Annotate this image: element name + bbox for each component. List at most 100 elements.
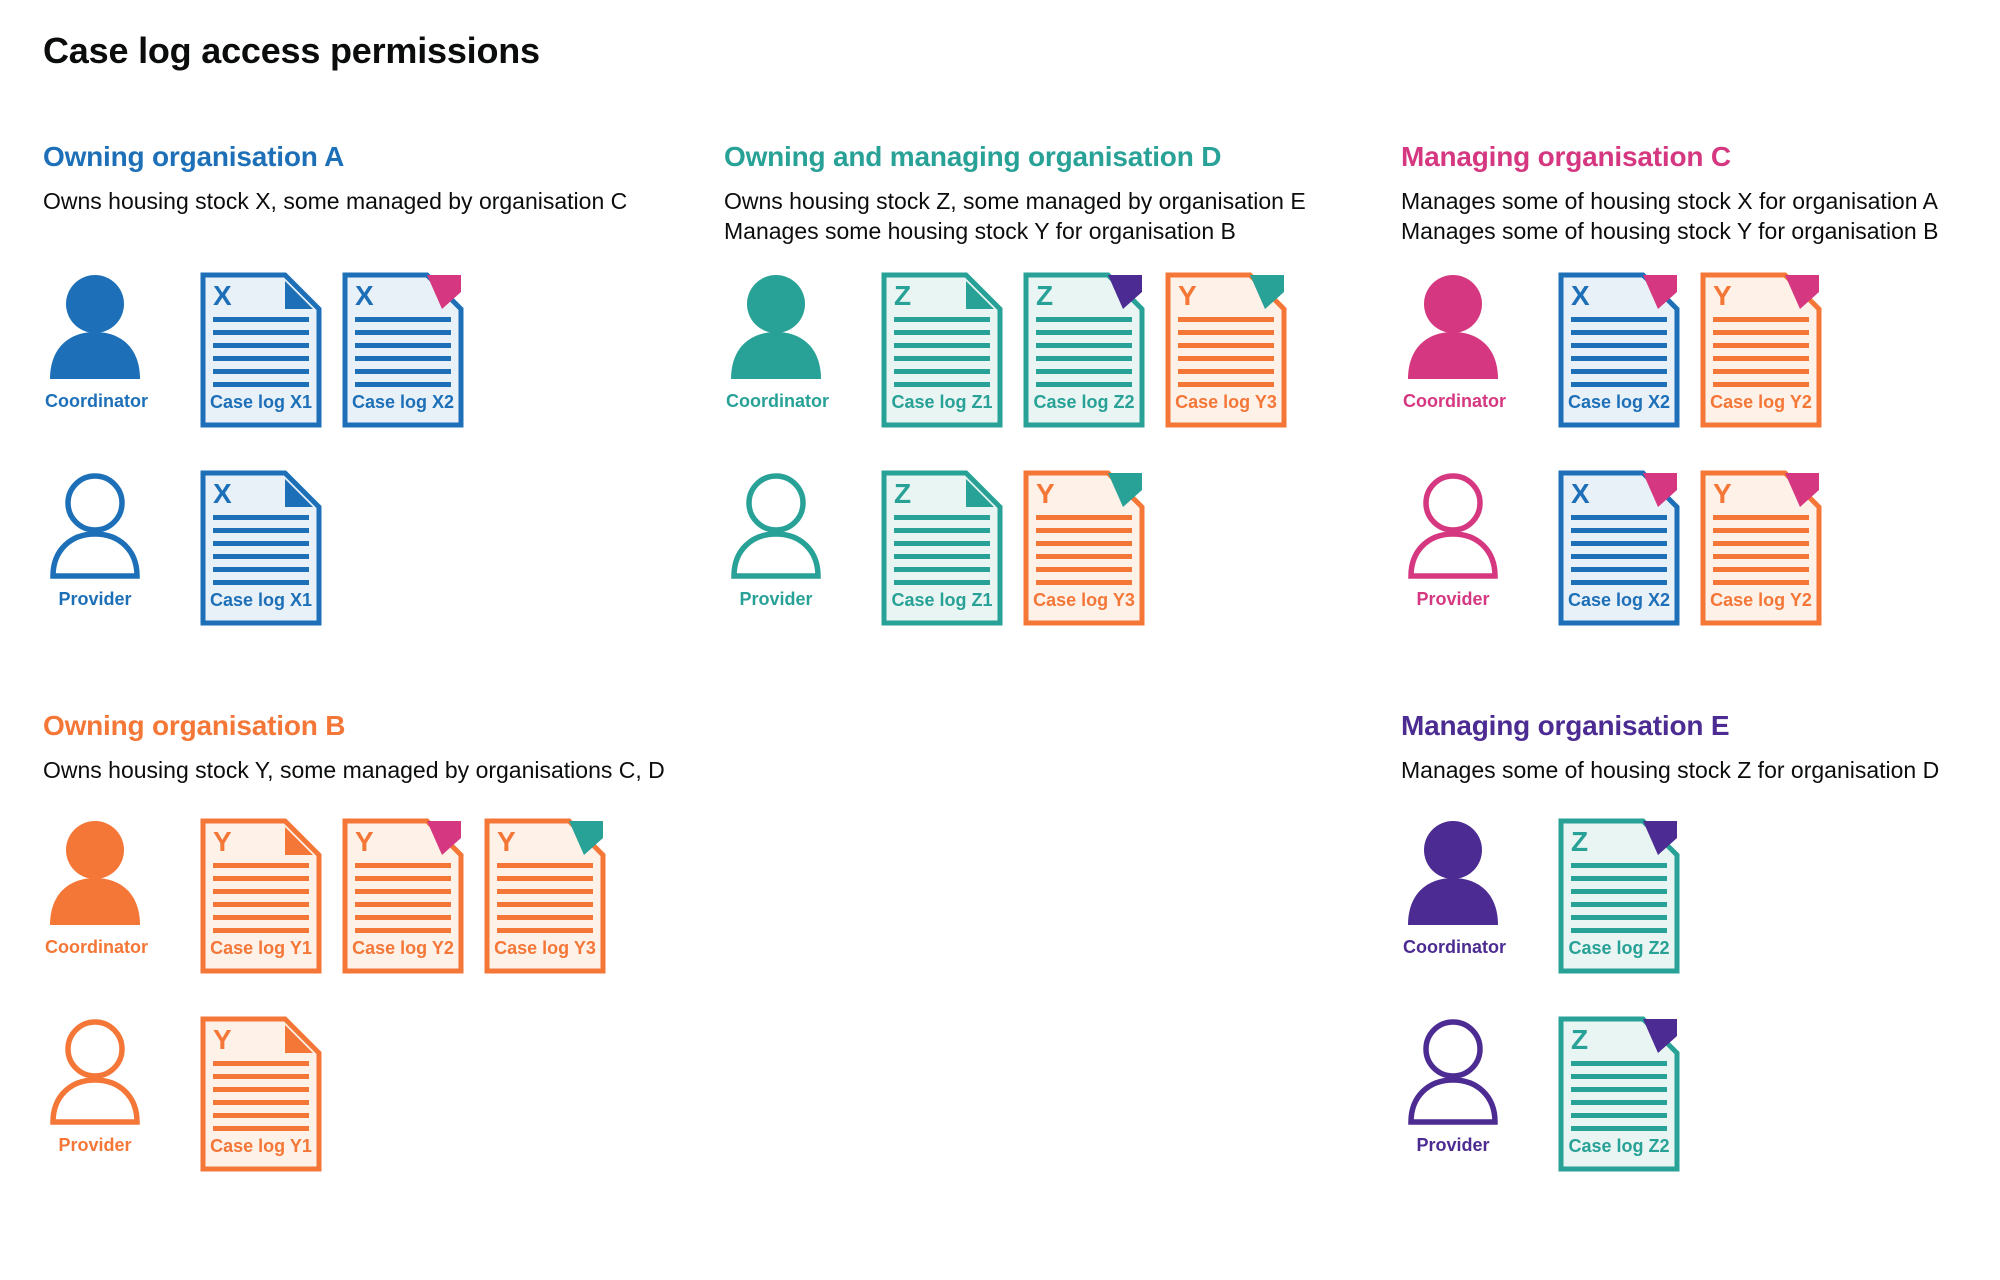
- doc-text-line: [1571, 1113, 1667, 1118]
- provider-icon: [50, 473, 140, 579]
- doc-text-line: [1571, 1100, 1667, 1105]
- case-log-document: Y Case log Y3: [484, 818, 606, 974]
- doc-text-line: [213, 1074, 309, 1079]
- doc-text-line: [1036, 317, 1132, 322]
- doc-text-line: [894, 515, 990, 520]
- doc-text-line: [1036, 554, 1132, 559]
- case-log-document-icon: X Case log X1: [200, 272, 322, 428]
- doc-text-line: [894, 567, 990, 572]
- doc-page: [1700, 470, 1822, 626]
- person-body: [1408, 878, 1498, 925]
- case-log-document-icon: Z Case log Z1: [881, 470, 1003, 626]
- person-role-label: Coordinator: [1403, 391, 1506, 411]
- doc-label: Case log Z2: [1033, 392, 1134, 412]
- coordinator-block: Coordinator: [726, 274, 829, 412]
- doc-text-line: [213, 1126, 309, 1131]
- doc-text-line: [1713, 515, 1809, 520]
- doc-text-line: [1713, 554, 1809, 559]
- doc-text-line: [1571, 554, 1667, 559]
- provider-icon: [50, 1019, 140, 1125]
- person-head: [65, 1019, 125, 1079]
- doc-text-line: [894, 369, 990, 374]
- doc-text-line: [1036, 515, 1132, 520]
- coordinator-icon: [731, 275, 821, 379]
- doc-text-line: [355, 928, 451, 933]
- doc-text-line: [1571, 1126, 1667, 1131]
- section-title: Owning and managing organisation D: [724, 141, 1222, 172]
- section-owning-organisation-b: Owning organisation B Owns housing stock …: [43, 709, 703, 1172]
- doc-text-line: [1571, 863, 1667, 868]
- person-body: [50, 1077, 140, 1125]
- doc-text-line: [1571, 902, 1667, 907]
- doc-stock-letter: Z: [894, 478, 911, 509]
- page-title: Case log access permissions: [43, 30, 540, 71]
- doc-text-line: [1571, 330, 1667, 335]
- folded-corner: [966, 479, 994, 507]
- section-subtitle-line: Owns housing stock Y, some managed by or…: [43, 757, 665, 783]
- case-log-documents: X Case log X2 Y Case log Y2: [1558, 272, 1822, 428]
- row-coordinator: Coordinator X Case log X1 X Case log X2: [43, 272, 464, 428]
- doc-text-line: [1036, 356, 1132, 361]
- section-subtitle-line: Owns housing stock Z, some managed by or…: [724, 188, 1306, 214]
- case-log-document: X Case log X2: [1558, 272, 1680, 428]
- doc-text-line: [894, 330, 990, 335]
- doc-text-line: [355, 343, 451, 348]
- case-log-document: X Case log X1: [200, 470, 322, 626]
- case-log-documents: Z Case log Z2: [1558, 818, 1680, 974]
- case-log-document: Y Case log Y1: [200, 818, 322, 974]
- doc-text-line: [1571, 317, 1667, 322]
- person-role-label: Provider: [1416, 589, 1490, 609]
- doc-text-line: [1713, 369, 1809, 374]
- folded-corner: [285, 1025, 313, 1053]
- case-log-document: X Case log X2: [1558, 470, 1680, 626]
- doc-stock-letter: Y: [213, 1024, 232, 1055]
- doc-text-line: [355, 902, 451, 907]
- row-provider: Provider Z Case log Z1 Y Case log Y3: [724, 470, 1287, 626]
- section-title: Managing organisation E: [1401, 710, 1730, 741]
- person-role-label: Coordinator: [726, 391, 829, 411]
- person-role-label: Coordinator: [45, 937, 148, 957]
- permission-rows: Coordinator Y Case log Y1 Y Case log Y2 Y Case…: [43, 818, 606, 1214]
- doc-page: [1165, 272, 1287, 428]
- doc-text-line: [497, 876, 593, 881]
- case-log-document-icon: Y Case log Y2: [342, 818, 464, 974]
- doc-text-line: [1571, 928, 1667, 933]
- folded-corner: [966, 281, 994, 309]
- doc-stock-letter: Z: [894, 280, 911, 311]
- case-log-document: Z Case log Z1: [881, 272, 1003, 428]
- folded-corner: [285, 281, 313, 309]
- case-log-document-icon: Y Case log Y2: [1700, 470, 1822, 626]
- case-log-documents: Y Case log Y1: [200, 1016, 322, 1172]
- case-log-document: Z Case log Z2: [1023, 272, 1145, 428]
- doc-text-line: [213, 541, 309, 546]
- coordinator-icon: [50, 821, 140, 925]
- doc-label: Case log Y1: [210, 1136, 312, 1156]
- person-role-label: Provider: [1416, 1135, 1490, 1155]
- doc-stock-letter: X: [213, 478, 232, 509]
- doc-text-line: [355, 317, 451, 322]
- person-body: [50, 878, 140, 925]
- doc-page: [1700, 272, 1822, 428]
- person-role-label: Coordinator: [1403, 937, 1506, 957]
- case-log-document-icon: X Case log X2: [1558, 272, 1680, 428]
- doc-label: Case log X2: [1568, 392, 1670, 412]
- doc-stock-letter: Y: [497, 826, 516, 857]
- case-log-document: X Case log X1: [200, 272, 322, 428]
- row-provider: Provider Z Case log Z2: [1401, 1016, 1680, 1172]
- case-log-document: X Case log X2: [342, 272, 464, 428]
- doc-label: Case log X2: [352, 392, 454, 412]
- case-log-documents: Z Case log Z2: [1558, 1016, 1680, 1172]
- doc-text-line: [213, 382, 309, 387]
- doc-text-line: [1571, 343, 1667, 348]
- section-subtitle-line: Manages some housing stock Y for organis…: [724, 218, 1236, 244]
- case-log-document-icon: Y Case log Y2: [1700, 272, 1822, 428]
- doc-text-line: [1178, 317, 1274, 322]
- folded-corner: [427, 275, 461, 309]
- person-body: [1408, 531, 1498, 579]
- person-role-label: Coordinator: [45, 391, 148, 411]
- doc-text-line: [1036, 343, 1132, 348]
- person-role-label: Provider: [58, 589, 132, 609]
- row-provider: Provider Y Case log Y1: [43, 1016, 606, 1172]
- provider-icon: [1408, 1019, 1498, 1125]
- doc-text-line: [1571, 369, 1667, 374]
